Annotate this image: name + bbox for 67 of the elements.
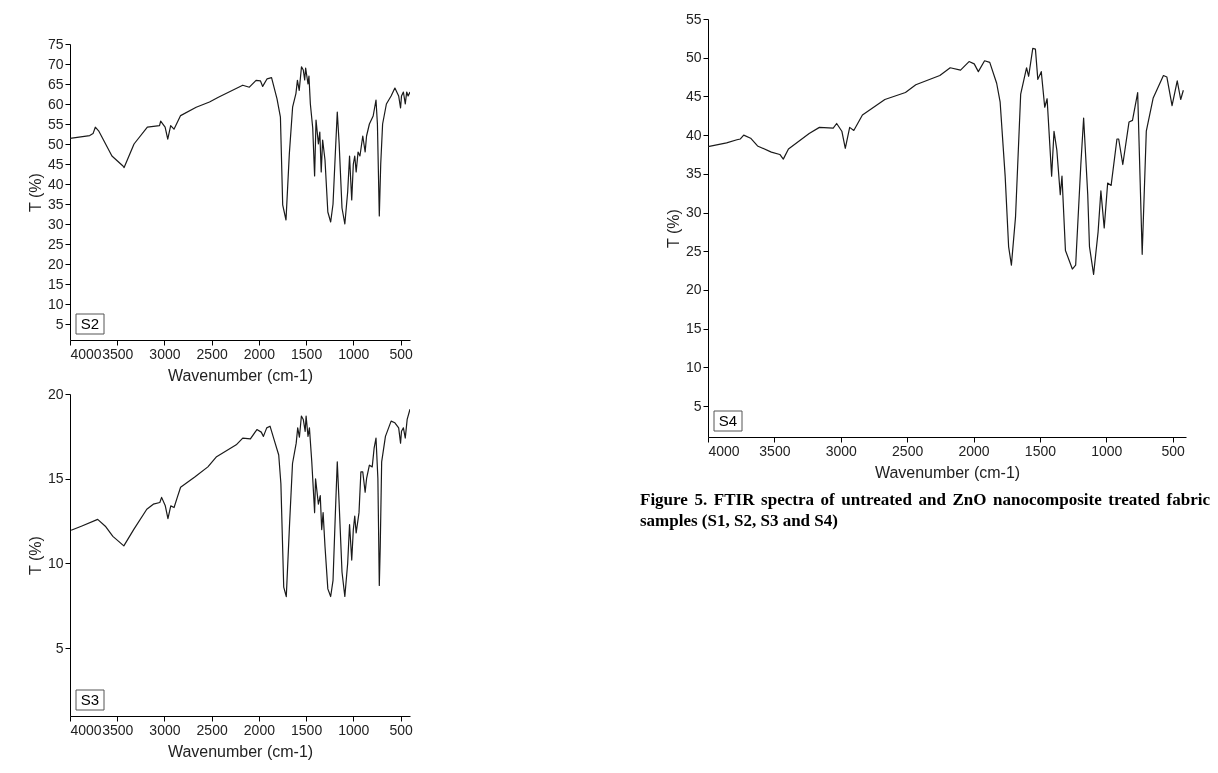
y-tick-label: 15 [685, 320, 702, 337]
x-tick-label: 3000 [825, 442, 858, 459]
x-tick-label: 4000 [708, 442, 740, 459]
y-tick-label: 60 [47, 95, 64, 112]
y-tick-label: 40 [47, 175, 64, 192]
x-tick-label: 4000 [70, 721, 102, 738]
x-tick-label: 2000 [958, 442, 990, 459]
x-tick-label: 3000 [149, 721, 181, 738]
x-axis-title: Wavenumber (cm-1) [167, 366, 314, 384]
y-tick-label: 15 [47, 470, 64, 487]
line-series [70, 66, 410, 225]
y-tick-label: 45 [47, 155, 64, 172]
x-tick-label: 3500 [102, 721, 134, 738]
caption: Figure 5. FTIR spectra of untreated and ZnO nanocomposite treated fabric samples (S1, S2, S3 and S4) [640, 489, 1210, 531]
x-tick-label: 1000 [338, 721, 370, 738]
x-tick-label: 1000 [1091, 442, 1123, 459]
x-tick-label: 3500 [759, 442, 791, 459]
y-tick-label: 25 [47, 235, 64, 252]
y-tick-label: 10 [47, 554, 64, 571]
x-tick-label: 500 [389, 721, 413, 738]
x-tick-label: 2500 [196, 345, 228, 362]
y-tick-label: 5 [55, 639, 64, 656]
text: S3 [80, 691, 100, 708]
y-axis-title: T (%) [26, 536, 44, 575]
line-series [708, 47, 1184, 276]
y-tick-label: 30 [47, 215, 64, 232]
x-axis-title: Wavenumber (cm-1) [874, 463, 1021, 481]
x-tick-label: 1500 [1024, 442, 1057, 459]
x-tick-label: 2500 [196, 721, 228, 738]
y-tick-label: 45 [685, 87, 702, 104]
x-tick-label: 500 [389, 345, 413, 362]
y-tick-label: 65 [47, 75, 64, 92]
x-tick-label: 1500 [291, 721, 323, 738]
y-axis-title: T (%) [26, 173, 44, 212]
x-tick-label: 2000 [243, 345, 276, 362]
y-tick-label: 20 [47, 385, 64, 402]
y-tick-label: 10 [685, 358, 702, 375]
y-tick-label: 5 [55, 315, 64, 332]
x-axis-title: Wavenumber (cm-1) [167, 742, 314, 760]
y-tick-label: 5 [693, 397, 702, 414]
x-tick-label: 500 [1161, 442, 1186, 459]
y-tick-label: 20 [47, 255, 64, 272]
x-tick-label: 1000 [338, 345, 370, 362]
y-tick-label: 20 [685, 281, 702, 298]
y-tick-label: 25 [685, 242, 702, 259]
y-tick-label: 30 [685, 204, 702, 221]
y-tick-label: 35 [685, 165, 702, 182]
y-tick-label: 70 [47, 55, 64, 72]
y-tick-label: 15 [47, 275, 64, 292]
y-axis-title: T (%) [664, 209, 682, 248]
x-tick-label: 3000 [149, 345, 181, 362]
x-tick-label: 1500 [291, 345, 323, 362]
text: S2 [80, 315, 100, 332]
x-tick-label: 2500 [892, 442, 924, 459]
y-tick-label: 55 [47, 115, 64, 132]
y-tick-label: 55 [685, 10, 702, 27]
y-tick-label: 10 [47, 295, 64, 312]
text: S4 [718, 412, 738, 429]
y-tick-label: 50 [47, 135, 64, 152]
x-tick-label: 3500 [102, 345, 134, 362]
x-tick-label: 4000 [70, 345, 102, 362]
y-tick-label: 75 [47, 35, 64, 52]
y-tick-label: 40 [685, 126, 702, 143]
y-tick-label: 35 [47, 195, 64, 212]
line-series [70, 408, 410, 598]
x-tick-label: 2000 [243, 721, 276, 738]
y-tick-label: 50 [685, 49, 702, 66]
